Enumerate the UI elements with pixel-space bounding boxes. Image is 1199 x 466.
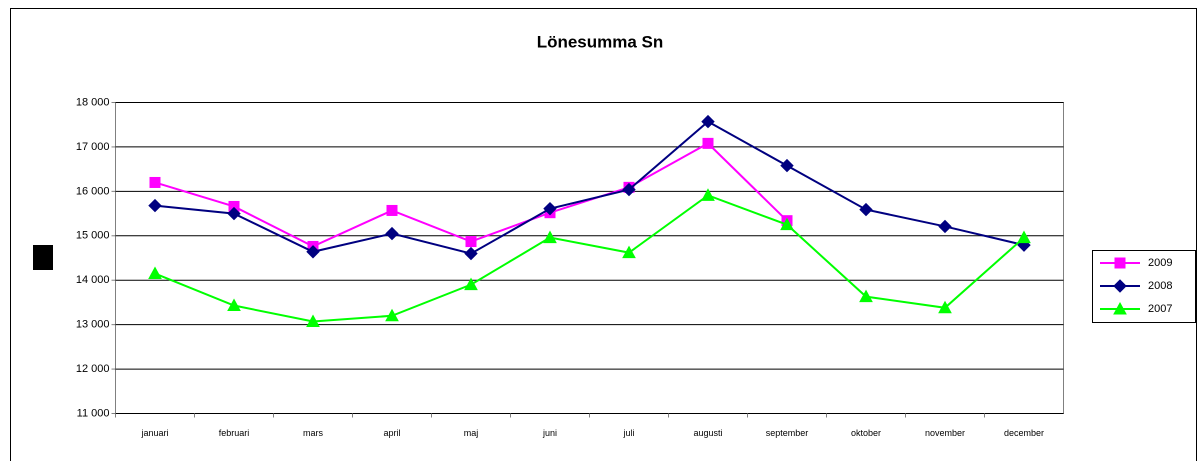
marker <box>543 201 557 216</box>
marker <box>622 245 636 259</box>
y-tick-label: 18 000 <box>76 96 110 108</box>
legend-label: 2007 <box>1148 303 1172 315</box>
marker <box>149 176 161 188</box>
x-tick-label: juli <box>622 428 634 438</box>
marker <box>701 114 715 129</box>
legend-label: 2009 <box>1148 257 1172 269</box>
x-tick-label: mars <box>303 428 323 438</box>
marker <box>385 308 399 322</box>
marker <box>227 298 241 312</box>
marker <box>702 137 714 149</box>
marker <box>465 236 477 248</box>
y-tick-label: 13 000 <box>76 319 110 331</box>
marker <box>859 202 873 217</box>
x-tick-label: april <box>383 428 400 438</box>
y-tick-label: 11 000 <box>77 407 110 419</box>
marker <box>148 266 162 280</box>
marker <box>148 198 162 213</box>
legend-label: 2008 <box>1148 280 1172 292</box>
marker <box>543 230 557 244</box>
x-tick-label: juni <box>542 428 557 438</box>
marker <box>701 188 715 201</box>
x-tick-label: augusti <box>693 428 722 438</box>
marker <box>1017 230 1031 244</box>
marker <box>306 314 320 328</box>
x-tick-label: maj <box>464 428 479 438</box>
plot-area <box>115 102 1064 414</box>
marker <box>306 245 320 259</box>
chart-title: Lönesumma Sn <box>537 32 664 51</box>
y-tick-label: 15 000 <box>76 230 110 242</box>
x-tick-label: oktober <box>851 428 881 438</box>
marker <box>859 289 873 303</box>
series-line <box>154 120 1025 255</box>
marker <box>780 217 794 231</box>
x-tick-label: december <box>1004 428 1044 438</box>
marker <box>780 158 794 173</box>
x-tick-label: september <box>766 428 809 438</box>
y-tick-label: 12 000 <box>76 363 110 375</box>
axis-label-box <box>33 245 53 270</box>
series-line <box>154 194 1025 323</box>
y-tick-label: 14 000 <box>76 274 110 286</box>
marker <box>386 204 398 216</box>
y-tick-label: 16 000 <box>76 185 110 197</box>
marker <box>622 182 636 197</box>
legend-marker <box>1114 257 1126 269</box>
marker <box>464 277 478 291</box>
x-tick-label: november <box>925 428 965 438</box>
marker <box>938 219 952 234</box>
marker <box>227 206 241 221</box>
legend-marker <box>1113 301 1127 315</box>
legend-marker <box>1113 279 1127 293</box>
y-tick-label: 17 000 <box>76 141 110 153</box>
marker <box>464 246 478 261</box>
x-tick-label: januari <box>140 428 168 438</box>
x-tick-label: februari <box>219 428 250 438</box>
marker <box>938 300 952 314</box>
marker <box>385 226 399 241</box>
